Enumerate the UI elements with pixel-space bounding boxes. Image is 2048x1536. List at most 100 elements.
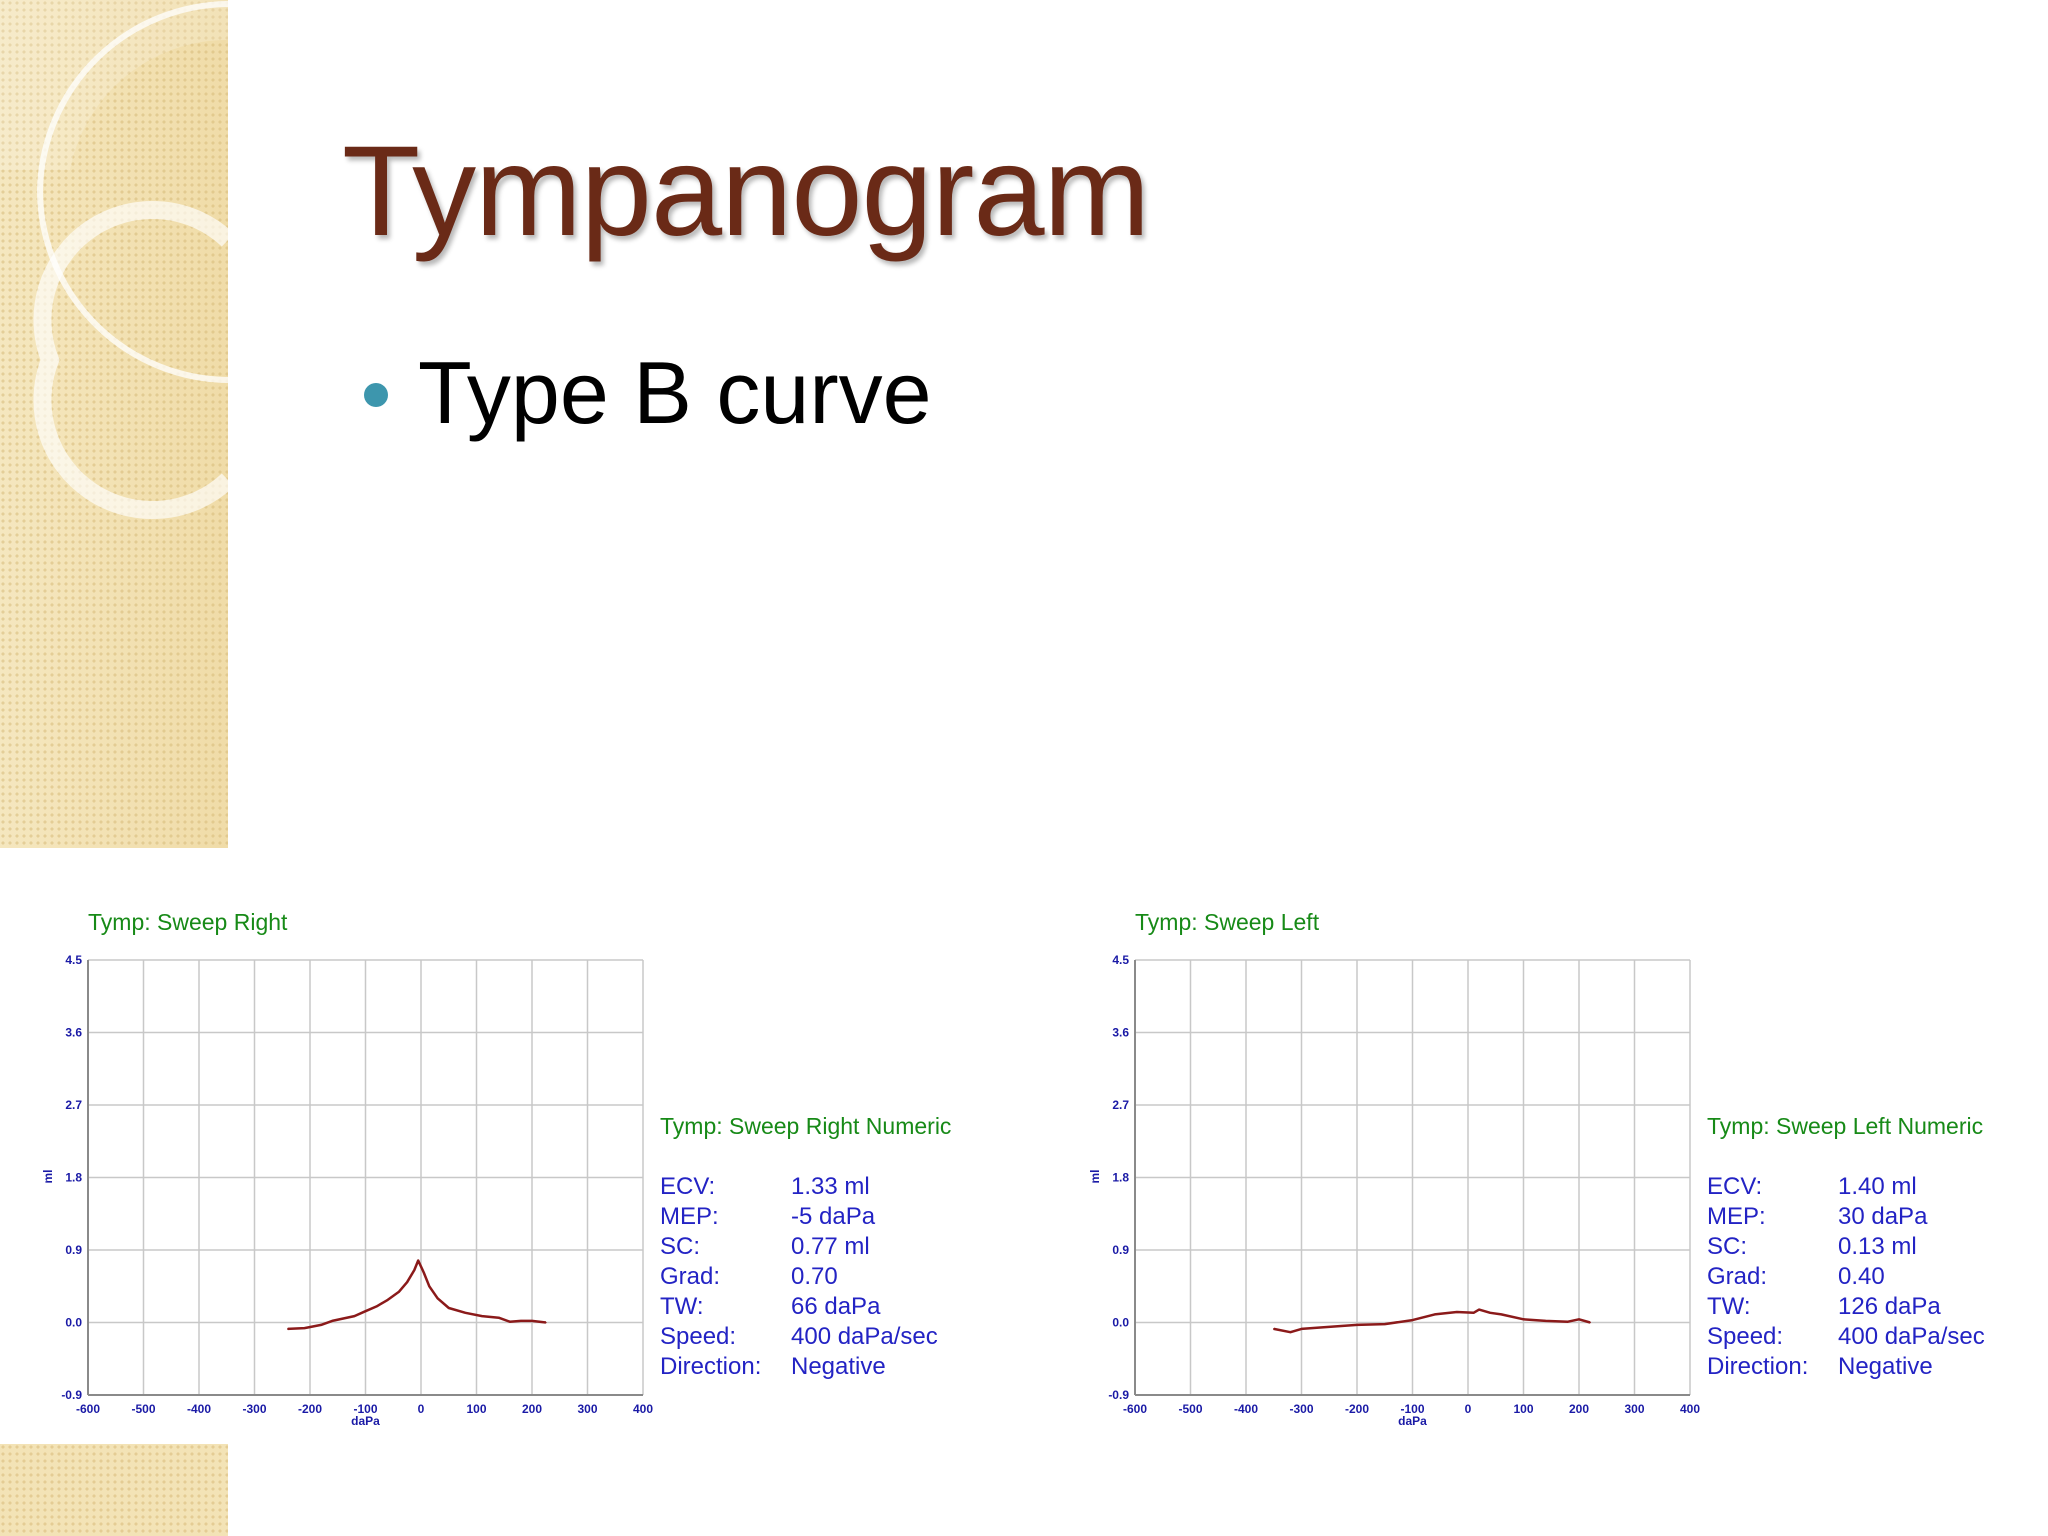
x-tick-label: -400 bbox=[1234, 1402, 1258, 1416]
data-point bbox=[428, 1285, 431, 1288]
numeric-label: SC: bbox=[1707, 1233, 1747, 1260]
data-point bbox=[1544, 1320, 1547, 1322]
data-point bbox=[1567, 1320, 1569, 1323]
y-tick-label: 0.9 bbox=[1112, 1243, 1129, 1257]
y-tick-label: 2.7 bbox=[1112, 1098, 1129, 1112]
data-point bbox=[436, 1297, 439, 1300]
data-point bbox=[481, 1315, 483, 1317]
y-tick-label: 1.8 bbox=[65, 1171, 82, 1185]
y-tick-label: -0.9 bbox=[61, 1388, 82, 1402]
numeric-value: 1.40 ml bbox=[1838, 1173, 1917, 1200]
data-point bbox=[331, 1320, 334, 1322]
data-point bbox=[1289, 1331, 1292, 1333]
numeric-label: TW: bbox=[1707, 1293, 1751, 1320]
y-tick-label: 2.7 bbox=[65, 1098, 82, 1112]
numeric-label: MEP: bbox=[1707, 1203, 1766, 1230]
data-point bbox=[320, 1324, 322, 1326]
slide-title: Tympanogram bbox=[342, 120, 1150, 263]
bullet-dot-icon bbox=[364, 383, 388, 407]
data-point bbox=[1500, 1313, 1503, 1316]
data-point bbox=[545, 1321, 547, 1324]
tympanogram-curve bbox=[287, 1259, 547, 1331]
x-tick-label: -500 bbox=[1178, 1402, 1202, 1416]
data-point bbox=[447, 1307, 450, 1309]
numeric-value: 0.13 ml bbox=[1838, 1233, 1917, 1260]
x-tick-label: 100 bbox=[1513, 1402, 1533, 1416]
numeric-value: 0.40 bbox=[1838, 1263, 1885, 1290]
data-point bbox=[287, 1328, 289, 1330]
data-point bbox=[1300, 1328, 1303, 1330]
x-tick-label: -100 bbox=[353, 1402, 377, 1416]
data-point bbox=[1489, 1312, 1491, 1314]
y-tick-label: 3.6 bbox=[1112, 1026, 1129, 1040]
data-point bbox=[531, 1320, 533, 1322]
tymp-chart-left: Tymp: Sweep Left -600 -500 -400 -300 -200 -100… bbox=[1088, 909, 1985, 1428]
numeric-value: 126 daPa bbox=[1838, 1293, 1941, 1320]
x-tick-label: 200 bbox=[522, 1402, 542, 1416]
x-tick-label: 100 bbox=[466, 1402, 486, 1416]
numeric-heading: Tymp: Sweep Right Numeric bbox=[660, 1113, 951, 1139]
data-point bbox=[1411, 1319, 1414, 1321]
data-point bbox=[1522, 1318, 1525, 1321]
x-tick-label: -300 bbox=[1289, 1402, 1313, 1416]
y-tick-label: 0.0 bbox=[65, 1316, 82, 1330]
data-point bbox=[364, 1310, 367, 1313]
numeric-label: ECV: bbox=[660, 1173, 715, 1200]
numeric-value: 30 daPa bbox=[1838, 1203, 1928, 1230]
x-tick-label: 0 bbox=[1465, 1402, 1472, 1416]
numeric-value: 0.77 ml bbox=[791, 1233, 870, 1260]
decorative-rings bbox=[0, 0, 235, 519]
data-point bbox=[413, 1269, 416, 1271]
numeric-label: ECV: bbox=[1707, 1173, 1762, 1200]
x-axis-label: daPa bbox=[1398, 1414, 1427, 1428]
data-point bbox=[497, 1316, 500, 1319]
chart-heading: Tymp: Sweep Left bbox=[1135, 909, 1320, 935]
x-tick-label: 300 bbox=[1624, 1402, 1644, 1416]
data-point bbox=[406, 1281, 408, 1284]
data-point bbox=[398, 1291, 400, 1293]
chart-heading: Tymp: Sweep Right bbox=[88, 909, 288, 935]
numeric-value: 400 daPa/sec bbox=[1838, 1323, 1985, 1350]
numeric-label: Speed: bbox=[660, 1323, 736, 1350]
data-point bbox=[1383, 1323, 1386, 1325]
data-point bbox=[342, 1317, 345, 1320]
tymp-panel-left: Tymp: Sweep Left -600 -500 -400 -300 -200 -100… bbox=[1087, 900, 2048, 1460]
numeric-label: SC: bbox=[660, 1233, 700, 1260]
x-tick-label: -100 bbox=[1400, 1402, 1424, 1416]
numeric-value: 66 daPa bbox=[791, 1293, 881, 1320]
data-point bbox=[1433, 1313, 1436, 1316]
numeric-value: 400 daPa/sec bbox=[791, 1323, 938, 1350]
y-tick-label: -0.9 bbox=[1108, 1388, 1129, 1402]
numeric-label: MEP: bbox=[660, 1203, 719, 1230]
data-point bbox=[1456, 1311, 1458, 1313]
decorative-side-strip bbox=[0, 0, 228, 848]
data-point bbox=[464, 1312, 467, 1314]
data-point bbox=[1356, 1324, 1358, 1326]
numeric-heading: Tymp: Sweep Left Numeric bbox=[1707, 1113, 1983, 1139]
numeric-value: -5 daPa bbox=[791, 1203, 876, 1230]
tympanogram-curve bbox=[1273, 1308, 1591, 1334]
tymp-chart-right: Tymp: Sweep Right -600 -500 -400 -300 -200 -10… bbox=[41, 909, 951, 1428]
data-point bbox=[509, 1320, 511, 1323]
y-axis-label: ml bbox=[1088, 1169, 1102, 1183]
data-point bbox=[1578, 1318, 1580, 1321]
y-tick-label: 0.0 bbox=[1112, 1316, 1129, 1330]
x-axis-label: daPa bbox=[351, 1414, 380, 1428]
x-tick-label: -600 bbox=[76, 1402, 100, 1416]
data-point bbox=[375, 1305, 378, 1308]
data-point bbox=[1478, 1308, 1480, 1311]
x-tick-label: -400 bbox=[187, 1402, 211, 1416]
data-point bbox=[1472, 1312, 1475, 1314]
x-tick-label: 0 bbox=[418, 1402, 425, 1416]
y-tick-label: 0.9 bbox=[65, 1243, 82, 1257]
x-tick-label: -200 bbox=[298, 1402, 322, 1416]
numeric-label: TW: bbox=[660, 1293, 704, 1320]
x-tick-label: -500 bbox=[131, 1402, 155, 1416]
bullet-text: Type B curve bbox=[418, 343, 932, 442]
x-tick-label: -300 bbox=[242, 1402, 266, 1416]
y-axis-label: ml bbox=[41, 1169, 55, 1183]
data-point bbox=[1322, 1326, 1325, 1329]
data-point bbox=[303, 1327, 306, 1329]
numeric-value: Negative bbox=[1838, 1353, 1933, 1380]
x-tick-label: -200 bbox=[1345, 1402, 1369, 1416]
